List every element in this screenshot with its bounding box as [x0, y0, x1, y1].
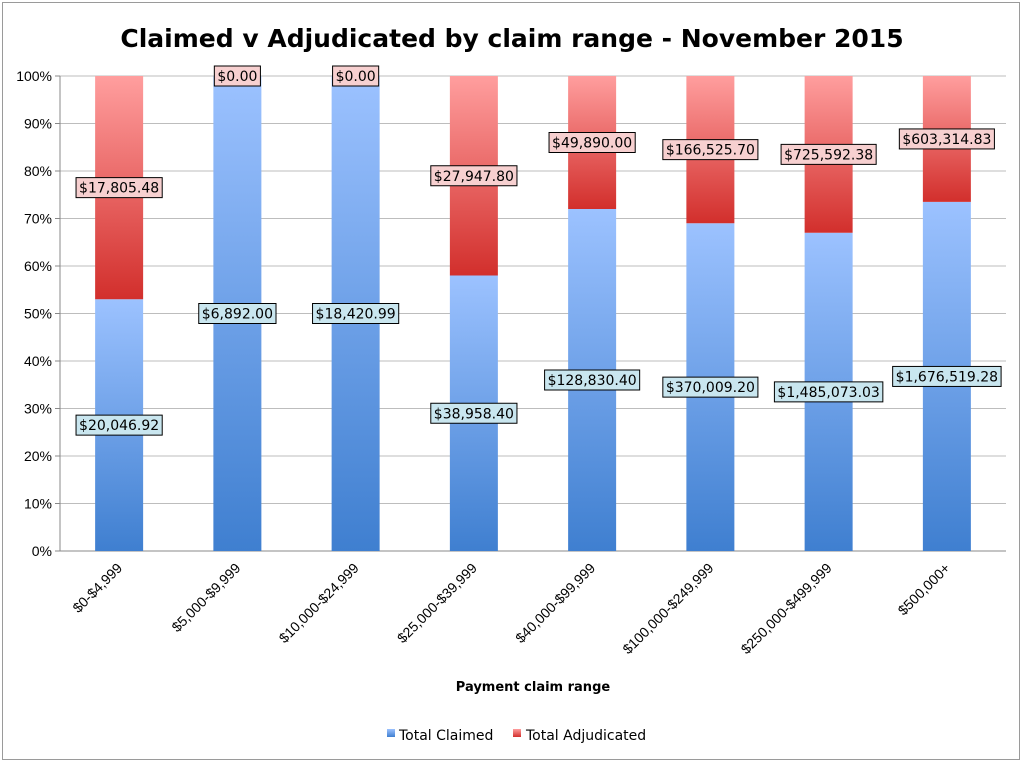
legend-label-total-adjudicated: Total Adjudicated [525, 728, 646, 744]
data-label-total-claimed: $128,830.40 [548, 373, 637, 389]
data-label-total-adjudicated-group: $603,314.83 [898, 128, 995, 150]
data-label-total-claimed-group: $1,485,073.03 [773, 381, 884, 403]
data-label-total-claimed-box [662, 376, 759, 398]
y-tick-label: 10% [24, 496, 52, 512]
data-label-total-claimed: $1,485,073.03 [777, 385, 879, 401]
y-tick-label: 100% [16, 68, 52, 84]
data-label-total-adjudicated: $166,525.70 [666, 143, 755, 159]
data-label-total-claimed-box [430, 402, 518, 424]
y-tick-label: 50% [24, 306, 52, 322]
data-label-total-adjudicated-group: $27,947.80 [430, 165, 518, 187]
x-axis-ticks: $0-$4,999 $5,000-$9,999 $10,000-$24,999 $25… [69, 560, 953, 657]
legend-swatch-total-adjudicated [513, 729, 521, 737]
data-label-total-claimed-group: $128,830.40 [544, 369, 641, 391]
data-label-total-adjudicated-group: $725,592.38 [780, 143, 877, 165]
x-tick-label: $100,000-$249,999 [619, 560, 716, 657]
data-label-total-adjudicated-box [75, 177, 163, 199]
y-tick-label: 80% [24, 163, 52, 179]
data-label-total-claimed-group: $1,676,519.28 [892, 365, 1002, 387]
data-label-total-claimed-box [198, 303, 277, 324]
x-tick-label: $0-$4,999 [69, 560, 125, 616]
chart-title: Claimed v Adjudicated by claim range - N… [120, 24, 903, 53]
x-tick-label: $5,000-$9,999 [168, 560, 243, 635]
x-tick-label: $40,000-$99,999 [512, 560, 598, 646]
y-tick-label: 60% [24, 258, 52, 274]
data-label-total-claimed: $370,009.20 [666, 380, 755, 396]
legend: Total Claimed Total Adjudicated [387, 728, 646, 744]
legend-label-total-claimed: Total Claimed [398, 728, 493, 744]
data-label-total-adjudicated-group: $17,805.48 [75, 177, 163, 199]
data-label-total-adjudicated-group: $166,525.70 [662, 139, 759, 161]
data-label-total-adjudicated-box [430, 165, 518, 187]
data-label-total-claimed-box [892, 365, 1002, 387]
data-label-total-claimed-box [773, 381, 884, 403]
data-label-total-claimed-group: $370,009.20 [662, 376, 759, 398]
data-label-total-claimed: $20,046.92 [79, 418, 159, 434]
y-tick-label: 90% [24, 116, 52, 132]
x-tick-label: $25,000-$39,999 [394, 560, 480, 646]
data-label-total-claimed-box [312, 303, 400, 324]
data-label-total-claimed: $1,676,519.28 [896, 369, 998, 385]
y-tick-label: 70% [24, 211, 52, 227]
data-label-total-adjudicated: $725,592.38 [784, 147, 873, 163]
data-label-total-claimed-group: $18,420.99 [312, 303, 400, 324]
x-tick-label: $500,000+ [895, 560, 953, 618]
y-tick-label: 0% [32, 543, 52, 559]
data-label-total-adjudicated: $0.00 [336, 69, 376, 85]
data-label-total-adjudicated-group: $0.00 [213, 65, 261, 87]
x-tick-label: $250,000-$499,999 [738, 560, 835, 657]
data-labels: $20,046.92 $17,805.48 $6,892.00 $0.00 $18,42… [75, 65, 1002, 436]
data-label-total-adjudicated-box [662, 139, 759, 161]
data-label-total-claimed: $38,958.40 [434, 406, 514, 422]
data-label-total-adjudicated-group: $0.00 [332, 65, 380, 87]
y-axis-ticks: 0% 10% 20% 30% 40% 50% 60% 70% 80% 90% 100% [16, 68, 61, 559]
data-label-total-adjudicated-box [548, 132, 636, 153]
x-tick-label: $10,000-$24,999 [276, 560, 362, 646]
data-label-total-adjudicated-box [898, 128, 995, 150]
y-tick-label: 40% [24, 353, 52, 369]
y-tick-label: 30% [24, 401, 52, 417]
data-label-total-claimed-box [75, 414, 163, 436]
data-label-total-claimed-box [544, 369, 641, 391]
data-label-total-adjudicated: $27,947.80 [434, 169, 514, 185]
x-axis-title: Payment claim range [456, 680, 611, 695]
data-label-total-adjudicated-box [213, 65, 261, 87]
data-label-total-adjudicated: $49,890.00 [552, 136, 632, 152]
data-label-total-adjudicated: $17,805.48 [79, 181, 159, 197]
data-label-total-adjudicated-group: $49,890.00 [548, 132, 636, 153]
data-label-total-claimed: $18,420.99 [316, 307, 396, 323]
data-label-total-adjudicated-box [780, 143, 877, 165]
data-label-total-claimed-group: $6,892.00 [198, 303, 277, 324]
data-label-total-adjudicated-box [332, 65, 380, 87]
data-label-total-claimed: $6,892.00 [202, 307, 273, 323]
legend-swatch-total-claimed [387, 729, 395, 737]
data-label-total-claimed-group: $38,958.40 [430, 402, 518, 424]
data-label-total-adjudicated: $0.00 [217, 69, 257, 85]
y-tick-label: 20% [24, 448, 52, 464]
data-label-total-adjudicated: $603,314.83 [902, 132, 991, 148]
data-label-total-claimed-group: $20,046.92 [75, 414, 163, 436]
